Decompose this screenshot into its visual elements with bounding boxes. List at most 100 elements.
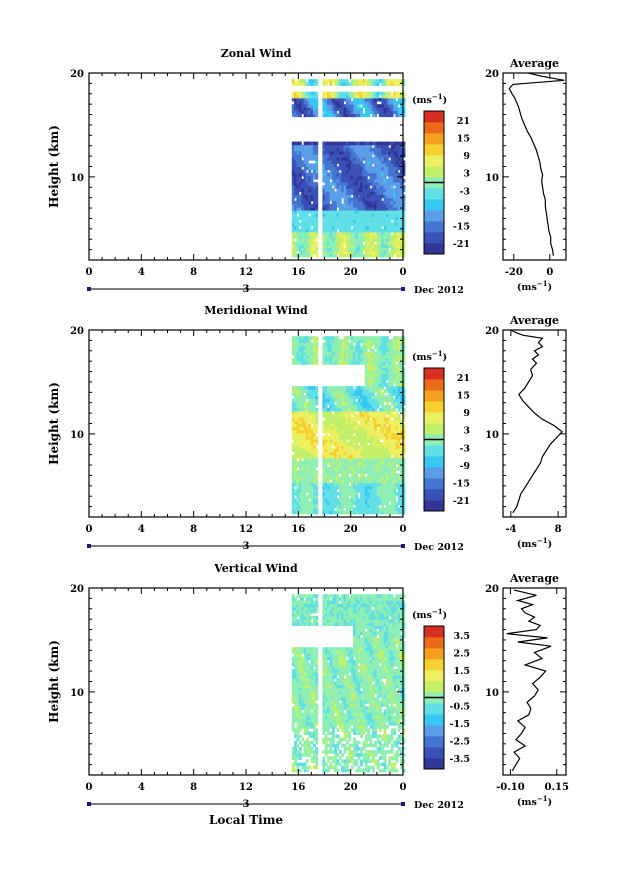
heatmap-cell xyxy=(329,219,333,224)
heatmap-cell xyxy=(327,436,330,440)
heatmap-cell xyxy=(386,216,389,220)
heatmap-cell xyxy=(383,94,387,99)
heatmap-cell xyxy=(324,348,328,353)
heatmap-cell xyxy=(383,476,387,481)
heatmap-cell xyxy=(397,501,401,505)
heatmap-cell xyxy=(393,507,396,512)
heatmap-cell xyxy=(294,417,297,421)
heatmap-cell xyxy=(334,79,338,83)
heatmap-cell xyxy=(331,113,335,118)
heatmap-cell xyxy=(353,110,356,114)
heatmap-cell xyxy=(402,367,406,371)
heatmap-cell xyxy=(310,429,314,434)
heatmap-cell xyxy=(331,222,335,227)
heatmap-cell xyxy=(353,113,356,118)
heatmap-cell xyxy=(360,448,363,452)
colorbar-swatch xyxy=(424,210,444,222)
heatmap-cell xyxy=(301,681,305,686)
heatmap-cell xyxy=(362,101,366,105)
heatmap-cell xyxy=(313,342,316,347)
heatmap-cell xyxy=(364,376,368,381)
heatmap-cell xyxy=(322,407,326,412)
heatmap-cell xyxy=(381,101,385,105)
heatmap-cell xyxy=(343,182,347,186)
heatmap-cell xyxy=(353,348,356,353)
heatmap-cell xyxy=(291,210,295,214)
heatmap-cell xyxy=(291,79,295,83)
heatmap-cell xyxy=(381,113,385,118)
heatmap-cell xyxy=(367,379,371,384)
heatmap-cell xyxy=(343,228,347,233)
heatmap-cell xyxy=(346,101,349,105)
heatmap-cell xyxy=(400,501,403,505)
heatmap-cell xyxy=(362,144,366,149)
heatmap-cell xyxy=(296,594,300,598)
heatmap-cell xyxy=(369,376,373,381)
heatmap-cell xyxy=(322,429,326,434)
heatmap-cell xyxy=(310,253,314,258)
heatmap-cell xyxy=(381,351,385,356)
heatmap-cell xyxy=(348,401,352,406)
heatmap-cell xyxy=(402,82,406,86)
heatmap-cell xyxy=(334,219,338,224)
heatmap-cell xyxy=(402,207,406,211)
heatmap-cell xyxy=(369,179,373,183)
colorbar-swatch xyxy=(424,166,444,178)
date-axis-end-marker xyxy=(87,544,91,548)
colorbar-tick-label: 9 xyxy=(463,151,470,162)
heatmap-cell xyxy=(374,451,378,456)
heatmap-cell xyxy=(331,225,335,230)
heatmap-cell xyxy=(298,172,302,177)
heatmap-cell xyxy=(298,169,302,174)
heatmap-cell xyxy=(291,482,295,487)
heatmap-cell xyxy=(303,94,307,99)
heatmap-cell xyxy=(298,672,302,676)
heatmap-cell xyxy=(393,460,396,465)
heatmap-cell xyxy=(371,182,375,186)
heatmap-cell xyxy=(346,448,349,452)
heatmap-cell xyxy=(371,244,375,248)
heatmap-cell xyxy=(383,351,387,356)
heatmap-cell xyxy=(357,436,361,440)
heatmap-cell xyxy=(296,432,300,437)
heatmap-cell xyxy=(386,404,389,409)
heatmap-cell xyxy=(298,706,302,710)
heatmap-cell xyxy=(388,147,392,152)
heatmap-cell xyxy=(301,185,305,189)
heatmap-cell xyxy=(301,460,305,465)
heatmap-cell xyxy=(374,213,378,217)
heatmap-cell xyxy=(305,404,309,409)
heatmap-cell xyxy=(350,504,354,509)
heatmap-cell xyxy=(376,510,380,515)
heatmap-cell xyxy=(362,436,366,440)
heatmap-cell xyxy=(341,432,345,437)
heatmap-cell xyxy=(298,622,302,626)
heatmap-cell xyxy=(327,179,330,183)
heatmap-cell xyxy=(348,110,352,114)
heatmap-cell xyxy=(315,228,319,233)
heatmap-cell xyxy=(291,157,295,161)
heatmap-cell xyxy=(390,342,394,347)
heatmap-cell xyxy=(338,507,342,512)
heatmap-cell xyxy=(296,235,300,239)
heatmap-cell xyxy=(324,504,328,509)
heatmap-cell xyxy=(294,175,297,180)
heatmap-cell xyxy=(388,373,392,378)
heatmap-cell xyxy=(395,238,399,242)
heatmap-cell xyxy=(334,154,338,158)
heatmap-cell xyxy=(397,113,401,118)
heatmap-cell xyxy=(291,603,295,608)
heatmap-cell xyxy=(346,501,349,505)
heatmap-cell xyxy=(400,507,403,512)
heatmap-cell xyxy=(367,97,371,102)
heatmap-cell xyxy=(350,175,354,180)
heatmap-cell xyxy=(378,492,382,496)
heatmap-cell xyxy=(362,253,366,258)
heatmap-cell xyxy=(362,225,366,230)
heatmap-cell xyxy=(386,247,389,252)
heatmap-cell xyxy=(390,426,394,431)
heatmap-cell xyxy=(376,417,380,421)
heatmap-cell xyxy=(341,160,345,164)
heatmap-cell xyxy=(338,110,342,114)
heatmap-cell xyxy=(298,345,302,350)
